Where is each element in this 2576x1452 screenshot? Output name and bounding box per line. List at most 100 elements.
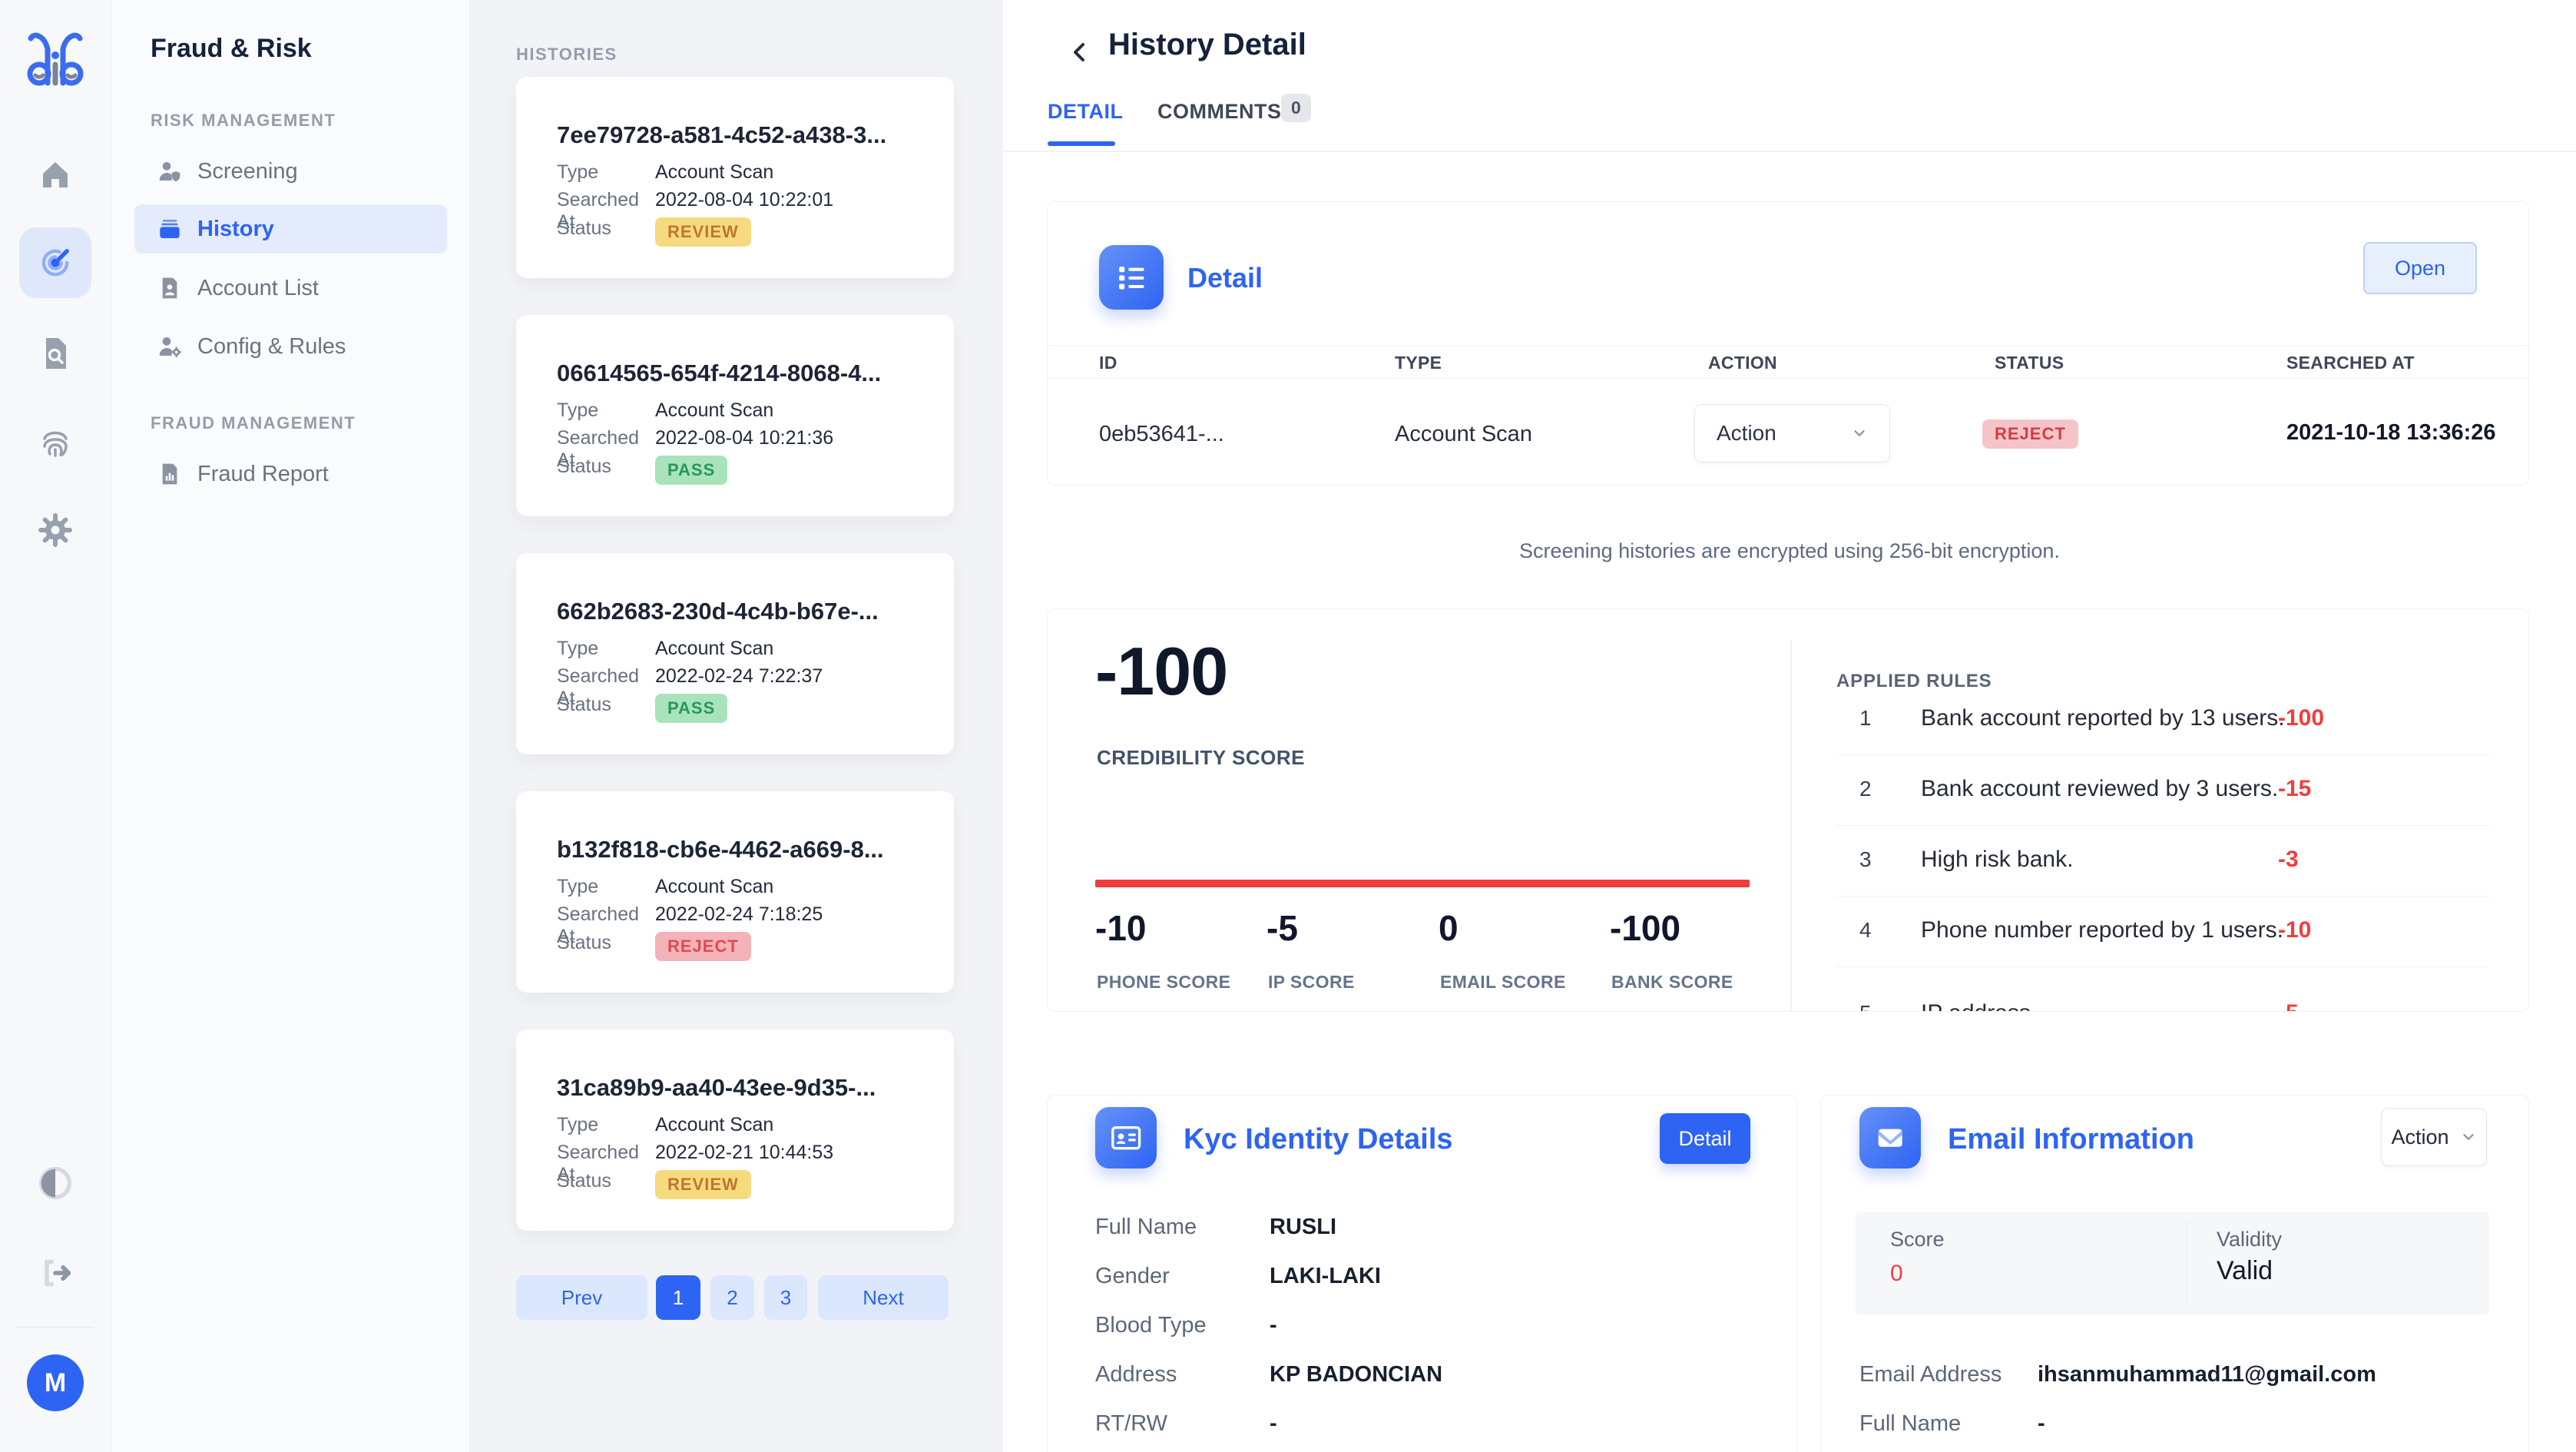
action-select-value: Action <box>1717 421 1776 445</box>
user-gear-icon <box>157 334 182 359</box>
score-value: 0 <box>1890 1261 1903 1286</box>
row-searched-at-cell: 2021-10-18 13:36:26 <box>2286 420 2496 445</box>
sidebar-item-label: Config & Rules <box>197 333 346 359</box>
sidebar-item-account-list[interactable]: Account List <box>134 264 447 312</box>
active-tab-underline <box>1048 141 1115 146</box>
history-card[interactable]: 7ee79728-a581-4c52-a438-3... Type Account… <box>516 77 954 278</box>
kv-label: RT/RW <box>1095 1411 1167 1436</box>
column-header-action: ACTION <box>1708 353 1777 373</box>
kv-value: KP BADONCIAN <box>1270 1362 1443 1387</box>
bank-score-label: BANK SCORE <box>1611 972 1733 992</box>
tab-comments[interactable]: COMMENTS <box>1157 100 1282 123</box>
email-action-label: Action <box>2391 1125 2449 1149</box>
ip-score-label: IP SCORE <box>1268 972 1355 992</box>
history-card[interactable]: 662b2683-230d-4c4b-b67e-... Type Account … <box>516 553 954 754</box>
user-avatar[interactable]: M <box>27 1354 84 1411</box>
credibility-score-label: CREDIBILITY SCORE <box>1097 746 1305 769</box>
history-card[interactable]: b132f818-cb6e-4462-a669-8... Type Account… <box>516 791 954 993</box>
email-action-button[interactable]: Action <box>2381 1108 2487 1166</box>
sidebar: Fraud & Risk RISK MANAGEMENT Screening H… <box>111 0 470 1452</box>
rule-value: -100 <box>2278 705 2325 731</box>
validity-value: Valid <box>2217 1256 2273 1285</box>
searched-at-value: 2022-08-04 10:22:01 <box>655 189 834 211</box>
history-folder-icon <box>157 217 182 241</box>
status-badge: PASS <box>655 456 728 485</box>
envelope-icon <box>1859 1107 1921 1169</box>
sidebar-item-label: History <box>197 216 274 241</box>
sidebar-item-history[interactable]: History <box>134 204 447 254</box>
pagination-page-1[interactable]: 1 <box>656 1275 700 1320</box>
history-id: 7ee79728-a581-4c52-a438-3... <box>557 121 887 148</box>
detail-list-icon <box>1099 245 1164 310</box>
pagination-page-3[interactable]: 3 <box>764 1275 807 1320</box>
sidebar-item-label: Account List <box>197 275 319 300</box>
page-title: History Detail <box>1108 28 1306 61</box>
pagination-next-button[interactable]: Next <box>818 1275 949 1320</box>
sidebar-item-config-rules[interactable]: Config & Rules <box>134 323 447 370</box>
sidebar-item-fraud-report[interactable]: Fraud Report <box>134 450 447 498</box>
chevron-left-icon <box>1074 43 1084 61</box>
open-button[interactable]: Open <box>2363 242 2477 294</box>
encryption-note: Screening histories are encrypted using … <box>1519 539 2060 562</box>
rule-separator <box>1836 896 2489 897</box>
action-select[interactable]: Action <box>1694 404 1890 462</box>
settings-gear-icon[interactable] <box>37 512 74 549</box>
rule-number: 4 <box>1859 918 1872 942</box>
logout-icon[interactable] <box>38 1256 72 1290</box>
status-badge: REVIEW <box>655 1170 751 1199</box>
history-card[interactable]: 31ca89b9-aa40-43ee-9d35-... Type Account … <box>516 1029 954 1231</box>
row-type-cell: Account Scan <box>1395 422 1532 446</box>
app-logo[interactable] <box>22 26 89 94</box>
kyc-detail-button[interactable]: Detail <box>1660 1113 1750 1164</box>
type-value: Account Scan <box>655 1114 774 1135</box>
id-card-icon <box>1095 1107 1157 1169</box>
table-header-row <box>1048 345 2530 379</box>
email-information-card: Email Information Action Score 0 Validit… <box>1820 1095 2529 1452</box>
back-button[interactable] <box>1066 38 1094 66</box>
searched-at-value: 2022-02-24 7:22:37 <box>655 665 823 687</box>
type-label: Type <box>557 161 599 183</box>
sidebar-item-screening[interactable]: Screening <box>134 148 447 195</box>
column-header-type: TYPE <box>1395 353 1442 373</box>
rule-separator <box>1836 825 2489 826</box>
document-search-icon[interactable] <box>37 335 74 372</box>
fingerprint-icon[interactable] <box>37 423 74 460</box>
theme-contrast-icon[interactable] <box>38 1166 72 1200</box>
chevron-down-icon <box>1854 430 1865 436</box>
home-icon[interactable] <box>37 157 74 194</box>
rail-divider <box>17 1327 94 1328</box>
history-id: b132f818-cb6e-4462-a669-8... <box>557 836 884 863</box>
kv-label: Gender <box>1095 1264 1170 1288</box>
target-radar-icon <box>41 249 69 277</box>
tab-detail[interactable]: DETAIL <box>1048 100 1124 123</box>
score-label: Score <box>1890 1228 1945 1251</box>
ip-score-value: -5 <box>1266 908 1298 948</box>
type-value: Account Scan <box>655 161 774 183</box>
kv-label: Email Address <box>1859 1362 2002 1387</box>
rule-text: IP address ... <box>1921 1000 2056 1011</box>
searched-at-label: Searched At <box>557 903 640 947</box>
detail-card: Detail Open ID TYPE ACTION STATUS SEARCH… <box>1047 201 2530 486</box>
kv-label: Full Name <box>1859 1411 1962 1436</box>
history-card[interactable]: 06614565-654f-4214-8068-4... Type Account… <box>516 315 954 516</box>
rule-value: -10 <box>2278 917 2312 943</box>
tabs-divider <box>1003 151 2576 152</box>
kv-label: Address <box>1095 1362 1177 1387</box>
rule-text: Bank account reported by 13 users. <box>1921 705 2285 731</box>
kyc-card-title: Kyc Identity Details <box>1184 1123 1453 1155</box>
phone-score-label: PHONE SCORE <box>1097 972 1231 992</box>
file-user-icon <box>157 276 182 300</box>
history-id: 31ca89b9-aa40-43ee-9d35-... <box>557 1074 876 1101</box>
row-id-cell: 0eb53641-... <box>1099 422 1224 446</box>
rule-text: High risk bank. <box>1921 847 2074 872</box>
icon-rail: M <box>0 0 111 1452</box>
searched-at-value: 2022-02-24 7:18:25 <box>655 903 823 925</box>
kv-value: RUSLI <box>1270 1215 1336 1239</box>
rule-value: -5 <box>2278 1000 2299 1011</box>
risk-management-icon-active[interactable] <box>19 227 91 298</box>
pagination-page-2[interactable]: 2 <box>710 1275 754 1320</box>
pagination-prev-button[interactable]: Prev <box>516 1275 647 1320</box>
type-value: Account Scan <box>655 638 774 659</box>
sidebar-item-label: Fraud Report <box>197 461 329 486</box>
comments-count-badge: 0 <box>1281 94 1311 122</box>
